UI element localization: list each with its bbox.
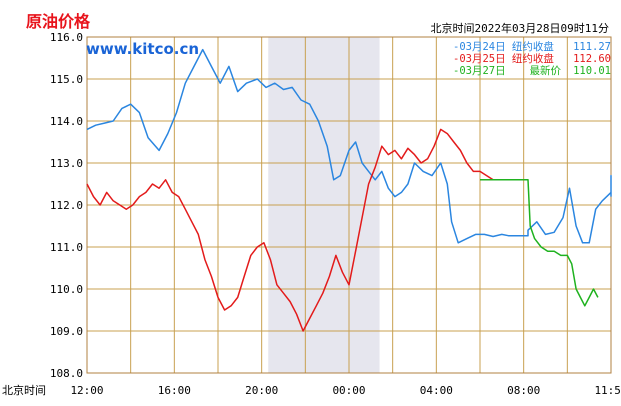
y-tick-label: 116.0 <box>50 31 83 44</box>
x-tick-label: 11:59 <box>594 384 621 397</box>
y-tick-label: 111.0 <box>50 241 83 254</box>
x-axis-ticks: 北京时间 12:00 16:00 20:00 00:00 04:00 08:00 11:59 <box>2 383 621 397</box>
legend-value: 110.01 <box>573 65 611 77</box>
series-line-1 <box>86 48 612 244</box>
y-tick-label: 114.0 <box>50 115 83 128</box>
legend-extra-label: 最新价 <box>530 64 562 77</box>
x-tick-label: 20:00 <box>245 384 278 397</box>
y-tick-label: 112.0 <box>50 199 83 212</box>
legend-item: -03月24日 纽约收盘 <box>453 40 554 53</box>
legend: -03月24日 纽约收盘 111.27 -03月25日 纽约收盘 112.60 -03月… <box>453 40 611 77</box>
site-watermark: www.kitco.cn <box>86 40 200 58</box>
legend-item: -03月27日 <box>453 65 506 77</box>
timestamp-label: 北京时间2022年03月28日09时11分 <box>430 22 609 35</box>
x-tick-label: 16:00 <box>158 384 191 397</box>
x-tick-label: 04:00 <box>420 384 453 397</box>
grid-lines <box>86 36 612 374</box>
legend-value: 112.60 <box>573 53 611 65</box>
x-tick-label: 08:00 <box>507 384 540 397</box>
legend-item: -03月25日 纽约收盘 <box>453 52 554 65</box>
y-tick-label: 109.0 <box>50 325 83 338</box>
y-tick-label: 113.0 <box>50 157 83 170</box>
y-axis-ticks: 116.0 115.0 114.0 113.0 112.0 111.0 110.0 109.0… <box>50 31 83 380</box>
x-axis-prefix-label: 北京时间 <box>2 383 46 397</box>
y-tick-label: 110.0 <box>50 283 83 296</box>
series-line-2 <box>86 128 507 332</box>
plot-frame <box>86 36 612 374</box>
x-tick-label: 00:00 <box>332 384 365 397</box>
series-lines <box>86 48 612 332</box>
legend-value: 111.27 <box>573 41 611 53</box>
x-tick-label: 12:00 <box>70 384 103 397</box>
chart-title: 原油价格 <box>26 12 91 31</box>
y-tick-label: 115.0 <box>50 73 83 86</box>
y-tick-label: 108.0 <box>50 367 83 380</box>
series-line-3 <box>480 179 599 307</box>
